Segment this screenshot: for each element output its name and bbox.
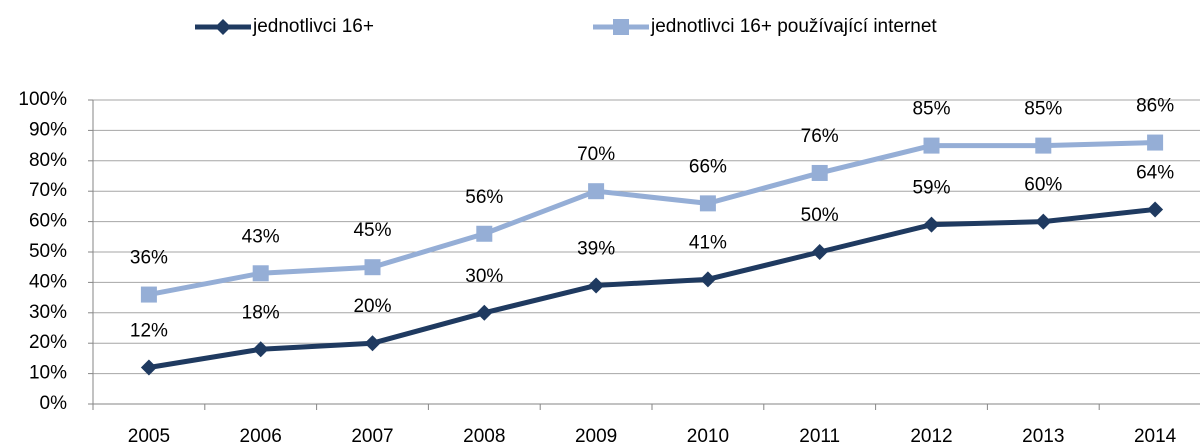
point [588,277,605,294]
legend-label: jednotlivci 16+ používající internet [650,16,937,37]
point [588,183,605,200]
y-tick-label: 90% [29,119,67,140]
y-tick-label: 20% [29,332,67,353]
point [252,341,269,358]
data-label: 36% [130,248,168,269]
point [364,335,381,352]
point [252,265,269,282]
y-tick-label: 60% [29,211,67,232]
x-tick-label: 2008 [463,426,505,447]
data-label: 12% [130,321,168,342]
legend-label: jednotlivci 16+ [252,16,374,37]
legend-marker [613,19,629,35]
x-tick-label: 2010 [687,426,729,447]
data-label: 39% [577,238,615,259]
point [1147,134,1164,151]
data-label: 18% [242,302,280,323]
data-label: 76% [801,126,839,147]
data-label: 30% [465,266,503,287]
y-tick-label: 40% [29,271,67,292]
point [476,304,493,321]
point [923,137,940,154]
x-tick-label: 2005 [128,426,170,447]
y-tick-label: 0% [40,393,68,414]
data-label: 59% [912,178,950,199]
x-tick-label: 2007 [351,426,393,447]
data-label: 66% [689,156,727,177]
data-label: 86% [1136,96,1174,117]
point [699,271,716,288]
y-tick-label: 100% [18,89,67,110]
data-label: 56% [465,187,503,208]
y-tick-label: 70% [29,180,67,201]
point [1147,201,1164,218]
point [1035,213,1052,230]
data-label: 60% [1024,175,1062,196]
point [811,244,828,260]
data-label: 64% [1136,162,1174,183]
x-tick-label: 2012 [910,426,952,447]
point [923,216,940,233]
legend-marker [215,19,231,35]
x-tick-label: 2009 [575,426,617,447]
point [811,164,828,181]
point [140,286,157,303]
data-label: 20% [353,296,391,317]
y-tick-label: 80% [29,150,67,171]
data-label: 85% [1024,99,1062,120]
x-tick-label: 2006 [240,426,282,447]
series-line [148,140,1156,298]
y-tick-label: 30% [29,302,67,323]
series-line [148,206,1156,370]
data-label: 45% [353,220,391,241]
data-label: 85% [912,99,950,120]
data-label: 41% [689,232,727,253]
point [476,225,493,242]
point [699,195,716,212]
x-tick-label: 2011 [799,426,840,447]
y-tick-label: 50% [29,241,67,262]
data-label: 43% [242,226,280,247]
data-label: 70% [577,144,615,165]
point [364,259,381,276]
x-tick-label: 2013 [1022,426,1064,447]
point [1035,137,1052,154]
x-tick-label: 2014 [1134,426,1177,447]
y-tick-label: 10% [29,363,67,384]
point [140,359,157,376]
data-label: 50% [801,205,839,226]
